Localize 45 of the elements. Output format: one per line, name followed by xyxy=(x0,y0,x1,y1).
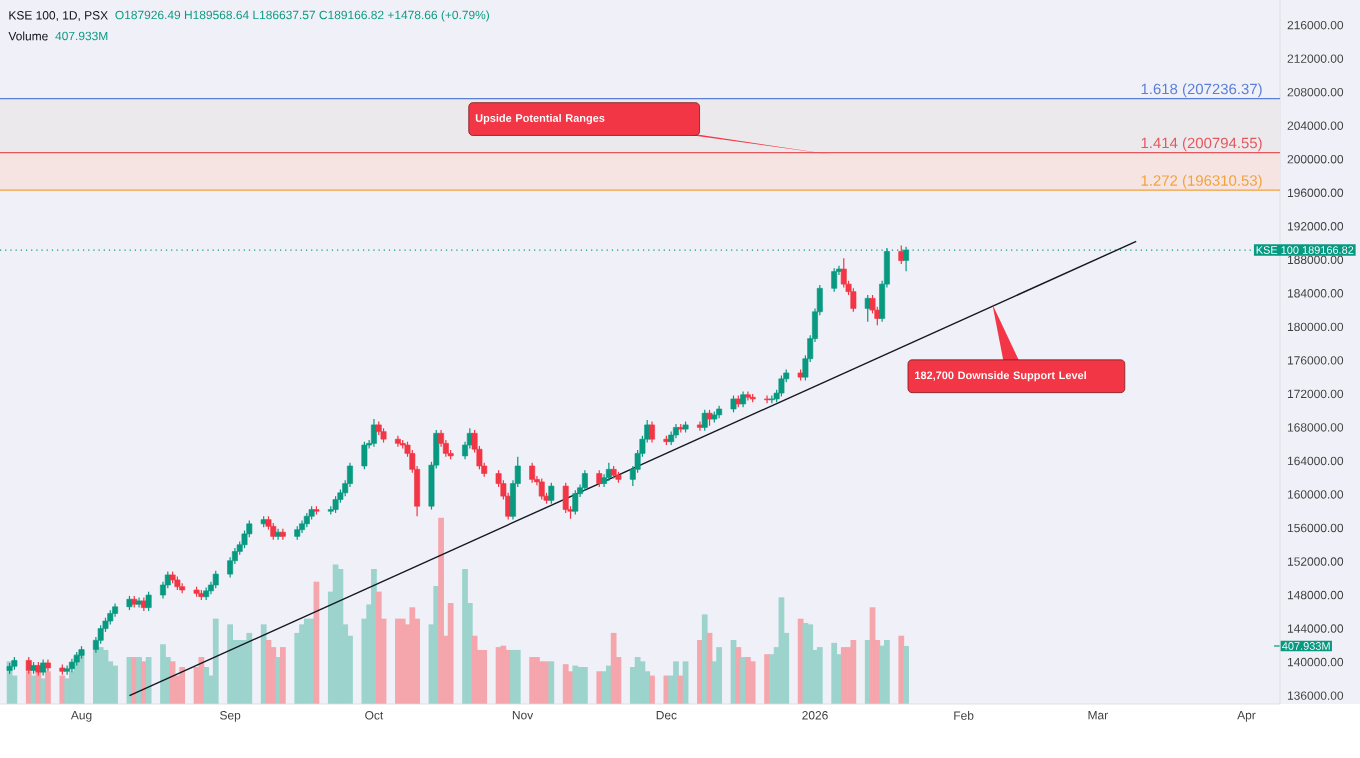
candlestick xyxy=(744,390,751,402)
bar xyxy=(438,517,444,704)
bar xyxy=(850,640,857,704)
bar xyxy=(514,649,521,704)
candlestick xyxy=(227,556,234,579)
candlestick xyxy=(572,489,579,516)
candlestick xyxy=(764,394,770,404)
bar xyxy=(375,591,382,704)
candlestick xyxy=(778,374,785,398)
bar xyxy=(246,632,253,704)
candlestick xyxy=(831,267,838,293)
bar xyxy=(112,665,118,704)
bar xyxy=(212,618,219,704)
candlestick xyxy=(548,482,555,505)
bar xyxy=(179,667,186,704)
bar xyxy=(807,624,814,704)
bar xyxy=(610,632,617,704)
bar xyxy=(649,675,655,704)
candlestick xyxy=(850,287,857,313)
candlestick xyxy=(649,420,655,444)
candlestick xyxy=(768,394,775,404)
bar xyxy=(548,661,555,704)
bar xyxy=(582,667,588,704)
bar xyxy=(279,647,286,704)
bar xyxy=(673,661,679,704)
candlestick xyxy=(97,624,104,645)
candlestick xyxy=(371,418,377,448)
bar xyxy=(701,614,708,704)
candlestick xyxy=(347,462,353,488)
bar xyxy=(447,603,454,704)
bar xyxy=(816,647,823,704)
candlestick xyxy=(701,409,708,432)
candlestick xyxy=(562,482,569,514)
candlestick xyxy=(538,477,545,501)
candlestick xyxy=(581,469,588,492)
bar xyxy=(462,568,468,704)
bar xyxy=(716,647,722,704)
bar xyxy=(903,645,909,704)
candlestick xyxy=(394,435,401,448)
bar xyxy=(884,640,890,704)
bar xyxy=(749,661,756,704)
candlestick xyxy=(64,664,71,676)
bar xyxy=(145,657,152,704)
bar xyxy=(45,671,51,704)
bar xyxy=(481,649,488,704)
